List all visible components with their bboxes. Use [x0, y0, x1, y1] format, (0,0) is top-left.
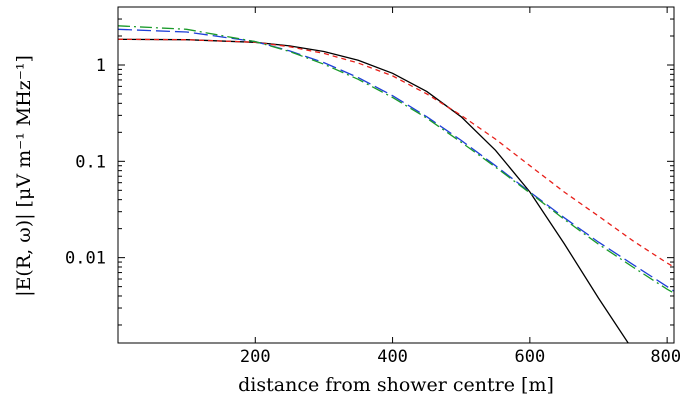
- series-line-2: [118, 38, 674, 268]
- series-layer: [118, 25, 674, 343]
- x-tick-label: 400: [377, 347, 408, 367]
- y-tick-label: 1: [96, 56, 106, 76]
- series-line-3: [118, 28, 674, 292]
- x-tick-label: 200: [240, 347, 271, 367]
- x-tick-label: 800: [650, 347, 681, 367]
- plot-frame: [117, 6, 675, 344]
- y-tick-label: 0.01: [65, 249, 106, 269]
- x-tick-label: 600: [514, 347, 545, 367]
- y-tick-label: 0.1: [75, 152, 106, 172]
- x-axis-ticks: 200 400 600 800: [240, 7, 681, 367]
- y-axis-label: |E(R, ω)| [μV m⁻¹ MHz⁻¹]: [13, 55, 35, 297]
- x-axis-label: distance from shower centre [m]: [238, 374, 554, 396]
- series-line-4: [118, 25, 674, 294]
- y-axis-ticks: 1 0.1 0.01: [65, 6, 674, 326]
- series-line-1: [118, 38, 629, 343]
